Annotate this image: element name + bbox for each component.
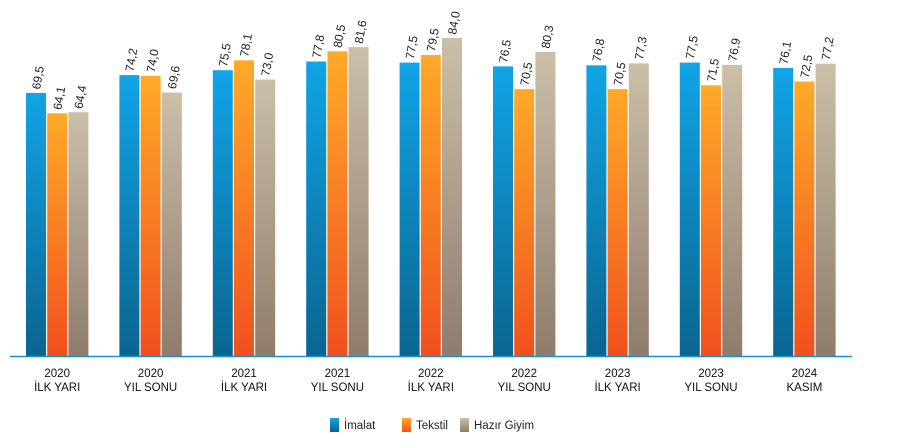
value-label: 76,8 [590,37,608,63]
bar-hazır-giyim-8 [815,63,836,356]
bar-i̇malat-2 [212,70,233,356]
category-label-year: 2021 [231,368,257,380]
value-label: 64,4 [72,84,90,110]
value-label: 76,9 [725,37,743,63]
value-label: 77,5 [403,34,421,60]
category-label-period: İLK YARI [594,381,640,394]
category-label-year: 2021 [325,368,351,380]
value-label: 72,5 [798,53,816,79]
bars-layer [26,38,836,357]
value-label: 77,3 [632,35,650,61]
bar-i̇malat-1 [119,75,140,356]
bar-tekstil-4 [420,55,441,356]
category-label-period: YIL SONU [124,382,177,394]
value-label: 73,0 [258,51,276,77]
bar-i̇malat-7 [679,62,700,356]
bar-tekstil-2 [234,60,254,357]
bar-hazır-giyim-7 [722,64,743,357]
value-label: 80,3 [539,24,557,50]
value-label: 76,1 [776,40,794,66]
value-label: 69,5 [29,65,47,91]
bar-tekstil-3 [327,51,348,357]
legend-swatch-tekstil [402,418,411,432]
bar-tekstil-0 [47,113,68,356]
value-label: 70,5 [611,61,629,87]
value-labels-layer: 69,564,1 64,4 74,2 74,069,6 75,5 78,173,0 77,8… [29,10,836,111]
value-label: 80,5 [331,23,349,49]
category-label-period: KASIM [787,382,823,394]
value-label: 64,1 [50,85,68,111]
category-label-year: 2020 [138,368,164,380]
bar-i̇malat-5 [493,66,513,357]
legend-swatch-hazır-giyim [460,418,469,432]
bar-hazır-giyim-5 [535,52,556,356]
category-label-period: YIL SONU [311,382,364,394]
value-label: 74,0 [144,48,162,74]
legend: İmalat Tekstil Hazır Giyim [330,418,534,432]
category-label-year: 2024 [792,368,818,380]
value-label: 77,5 [683,34,701,60]
value-label: 79,5 [424,27,442,53]
legend-swatch-i̇malat [330,418,339,432]
bar-i̇malat-8 [773,67,794,357]
value-label: 78,1 [237,32,255,58]
value-label: 84,0 [445,10,463,36]
category-label-period: YIL SONU [498,382,551,394]
value-label: 74,2 [123,47,141,73]
bar-hazır-giyim-6 [628,63,649,357]
bar-i̇malat-3 [306,61,327,356]
bar-hazır-giyim-0 [68,112,89,356]
value-label: 70,5 [517,61,535,87]
bar-hazır-giyim-4 [442,38,462,356]
value-label: 69,6 [165,64,183,90]
category-label-year: 2020 [44,368,70,380]
value-label: 77,8 [309,33,327,59]
bar-tekstil-8 [794,81,815,356]
category-label-period: YIL SONU [684,382,737,394]
bar-i̇malat-6 [586,65,607,357]
bar-i̇malat-4 [399,62,420,356]
bar-tekstil-7 [701,85,721,357]
value-label: 77,2 [819,35,837,61]
bar-tekstil-6 [607,89,628,356]
value-label: 75,5 [216,42,234,68]
bar-tekstil-5 [514,89,535,356]
category-label-year: 2022 [511,368,537,380]
bar-i̇malat-0 [26,92,46,357]
value-label: 71,5 [704,57,722,83]
bar-hazır-giyim-3 [348,47,369,356]
category-label-year: 2022 [418,368,444,380]
legend-label-tekstil: Tekstil [416,420,448,432]
legend-label-hazır-giyim: Hazır Giyim [474,420,534,432]
category-label-year: 2023 [698,368,724,380]
category-label-period: İLK YARI [221,381,267,394]
category-label-period: İLK YARI [408,381,454,394]
bar-hazır-giyim-2 [255,79,276,356]
category-label-year: 2023 [605,368,631,380]
value-label: 76,5 [496,38,514,64]
legend-label-i̇malat: İmalat [344,419,376,432]
category-label-period: İLK YARI [34,381,80,394]
value-label: 81,6 [352,19,370,45]
bar-tekstil-1 [140,75,161,357]
bar-hazır-giyim-1 [161,92,182,356]
